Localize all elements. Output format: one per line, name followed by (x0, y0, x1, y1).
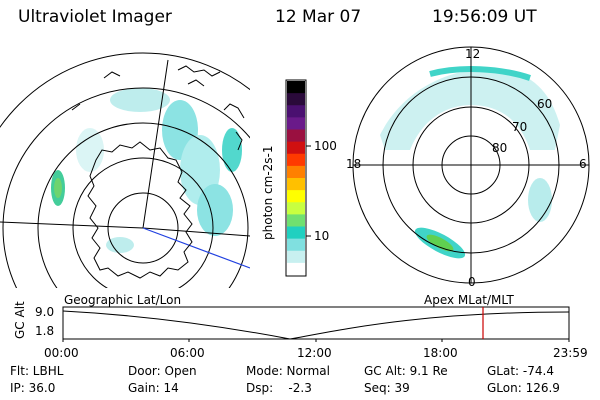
timeline-xtick-2359: 23:59 (553, 346, 588, 360)
antarctica-coastline (87, 141, 193, 279)
mlat-label-60: 60 (537, 97, 553, 111)
time-label: 19:56:09 UT (432, 7, 537, 27)
filter-status: Flt: LBHL (10, 364, 64, 378)
color-scale-stripe (287, 190, 305, 203)
seq-status: Seq: 39 (364, 381, 410, 395)
color-scale-stripes (287, 81, 305, 276)
timeline-right-label: Apex MLat/MLT (424, 293, 514, 307)
mlat-label-70: 70 (512, 120, 528, 134)
door-status: Door: Open (128, 364, 197, 378)
coast-fragments (71, 65, 245, 151)
color-scale-ticks (306, 145, 311, 237)
glon-status: GLon: 126.9 (487, 381, 560, 395)
meridians (0, 59, 250, 237)
ip-status: IP: 36.0 (10, 381, 56, 395)
mlt-label-12: 12 (465, 47, 481, 61)
timeline-ytick-9: 9.0 (35, 305, 55, 319)
left-aurora (51, 88, 242, 253)
colorbar-unit-label: photon cm-2s-1 (261, 145, 275, 241)
color-scale-stripe (287, 117, 305, 131)
timeline-xtick-0600: 06:00 (170, 346, 205, 360)
color-scale-stripe (287, 165, 305, 179)
color-scale-stripe (287, 93, 305, 106)
color-scale-stripe (287, 238, 305, 252)
timeline-ytick-1-8: 1.8 (35, 324, 55, 338)
gc-alt-status: GC Alt: 9.1 Re (364, 364, 448, 378)
timeline-axis-title: GC Alt (13, 301, 27, 339)
color-scale-stripe (287, 214, 305, 228)
dsp-status: Dsp: -2.3 (246, 381, 312, 395)
color-scale-stripe (287, 141, 305, 155)
colorbar-tick-10: 10 (314, 229, 330, 243)
color-scale-stripe (287, 153, 305, 167)
mlt-label-6: 6 (579, 157, 587, 171)
mlt-label-0: 0 (468, 275, 476, 289)
timeline-xtick-0000: 00:00 (44, 346, 79, 360)
color-scale-stripe (287, 178, 305, 191)
mlt-label-18: 18 (346, 157, 362, 171)
geographic-map (0, 52, 250, 288)
altitude-curve (62, 310, 570, 340)
color-scale-stripe (287, 202, 305, 215)
mlat-label-80: 80 (492, 141, 508, 155)
sun-direction-line (142, 227, 250, 269)
timeline-left-label: Geographic Lat/Lon (64, 293, 182, 307)
gain-status: Gain: 14 (128, 381, 179, 395)
color-scale-stripe (287, 129, 305, 143)
glat-status: GLat: -74.4 (487, 364, 554, 378)
color-scale (285, 79, 307, 277)
timeline-xtick-1200: 12:00 (297, 346, 332, 360)
auroral-oval (380, 68, 560, 150)
color-scale-stripe (287, 226, 305, 240)
date-label: 12 Mar 07 (275, 7, 362, 27)
color-scale-stripe (287, 250, 305, 264)
color-scale-stripe (287, 105, 305, 118)
timeline-xtick-1800: 18:00 (423, 346, 458, 360)
instrument-title: Ultraviolet Imager (18, 7, 172, 27)
mode-status: Mode: Normal (246, 364, 330, 378)
color-scale-stripe (287, 81, 305, 94)
latitude-rings (0, 52, 250, 288)
colorbar-tick-100: 100 (314, 139, 337, 153)
orbit-timeline (62, 306, 570, 342)
auroral-arc-top (429, 66, 531, 81)
magnetic-polar-map (352, 46, 590, 284)
color-scale-stripe (287, 262, 305, 276)
